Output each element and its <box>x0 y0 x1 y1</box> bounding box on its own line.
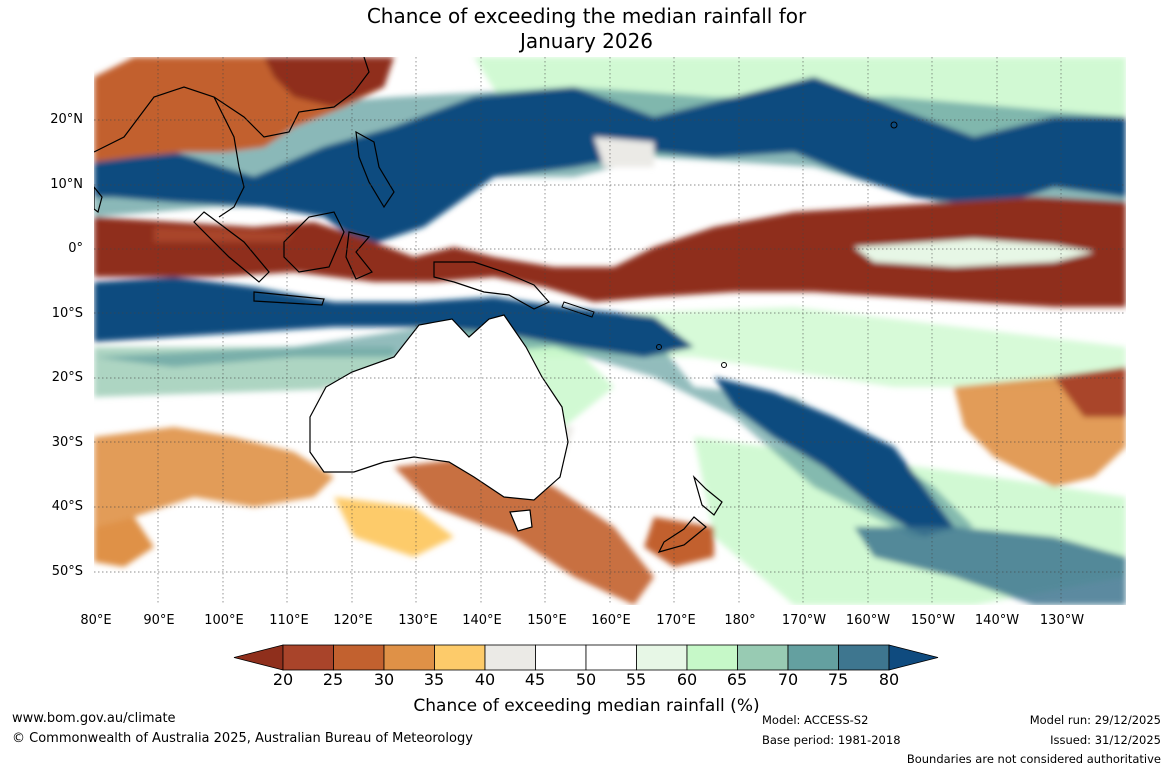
copyright-text: © Commonwealth of Australia 2025, Austra… <box>12 731 473 746</box>
field-patch <box>644 517 714 567</box>
colorbar-25-30 <box>333 644 385 671</box>
colorbar-tick-30: 30 <box>373 670 395 689</box>
lon-label-170w: 170°W <box>781 613 827 628</box>
colorbar-tick-70: 70 <box>777 670 799 689</box>
field-patch <box>594 137 654 167</box>
sulawesi-outline <box>345 231 373 280</box>
philippines-outline <box>355 130 395 209</box>
field-patch <box>854 239 1094 267</box>
malay-peninsula-outline <box>213 96 245 218</box>
lon-label-100e: 100°E <box>204 613 244 628</box>
map-canvas <box>94 57 1126 605</box>
colorbar-65-70 <box>737 644 789 671</box>
colorbar-below-20 <box>233 644 284 671</box>
colorbar-30-35 <box>383 644 435 671</box>
issued-date: Issued: 31/12/2025 <box>1050 733 1161 747</box>
lat-label-10s: 10°S <box>51 306 83 321</box>
sri-lanka-outline <box>94 186 103 214</box>
lon-label-140w: 140°W <box>974 613 1020 628</box>
colorbar-tick-75: 75 <box>827 670 849 689</box>
field-patch <box>394 457 654 605</box>
colorbar-75-80 <box>838 644 890 671</box>
sumatra-outline <box>193 211 270 283</box>
lat-label-40s: 40°S <box>51 499 83 514</box>
colorbar-tick-55: 55 <box>625 670 647 689</box>
colorbar-tick-20: 20 <box>272 670 294 689</box>
lat-label-20s: 20°S <box>51 370 83 385</box>
rainfall-map <box>94 57 1126 605</box>
lon-label-150e: 150°E <box>527 613 567 628</box>
colorbar-45-50 <box>535 644 587 671</box>
colorbar-tick-35: 35 <box>423 670 445 689</box>
model-run-date: Model run: 29/12/2025 <box>1029 713 1161 727</box>
field-patch <box>334 497 454 557</box>
colorbar-above-80 <box>888 644 939 671</box>
field-patch <box>264 57 394 107</box>
colorbar-60-65 <box>686 644 738 671</box>
lon-label-120e: 120°E <box>333 613 373 628</box>
lon-label-180: 180° <box>724 613 756 628</box>
colorbar-tick-45: 45 <box>524 670 546 689</box>
java-outline <box>253 291 325 306</box>
lat-label-50s: 50°S <box>51 564 83 579</box>
colorbar-tick-50: 50 <box>575 670 597 689</box>
field-patch <box>94 517 154 567</box>
title-line-1: Chance of exceeding the median rainfall … <box>366 4 807 28</box>
colorbar-tick-60: 60 <box>676 670 698 689</box>
title-line-2: January 2026 <box>519 29 654 53</box>
website-link[interactable]: www.bom.gov.au/climate <box>12 711 176 726</box>
colorbar-40-45 <box>484 644 536 671</box>
lat-label-0: 0° <box>68 241 83 256</box>
nz-south-island <box>657 516 707 553</box>
lon-label-130e: 130°E <box>398 613 438 628</box>
colorbar-title: Chance of exceeding median rainfall (%) <box>413 696 760 716</box>
lat-label-10n: 10°N <box>50 177 83 192</box>
colorbar-35-40 <box>434 644 486 671</box>
lat-label-20n: 20°N <box>50 112 83 127</box>
field-patch <box>94 77 1126 247</box>
field-patch <box>94 277 694 357</box>
colorbar-tick-80: 80 <box>878 670 900 689</box>
borneo-outline <box>283 211 345 273</box>
field-patch <box>94 197 1126 307</box>
lon-label-130w: 130°W <box>1039 613 1085 628</box>
se-asia-coastline <box>94 57 370 153</box>
model-name: Model: ACCESS-S2 <box>762 713 869 727</box>
colorbar-tick-25: 25 <box>322 670 344 689</box>
lon-label-170e: 170°E <box>656 613 696 628</box>
field-patch <box>714 377 954 537</box>
colorbar <box>233 644 939 671</box>
field-patch <box>154 227 294 242</box>
lon-label-80e: 80°E <box>80 613 112 628</box>
lon-label-140e: 140°E <box>462 613 502 628</box>
colorbar-50-55 <box>585 644 637 671</box>
colorbar-70-75 <box>787 644 839 671</box>
base-period: Base period: 1981-2018 <box>762 733 901 747</box>
field-patch <box>854 527 1126 605</box>
lon-label-160e: 160°E <box>591 613 631 628</box>
colorbar-tick-40: 40 <box>474 670 496 689</box>
hawaii-outline <box>890 121 898 129</box>
map-title: Chance of exceeding the median rainfall … <box>0 4 1173 54</box>
colorbar-20-25 <box>282 644 334 671</box>
lon-label-150w: 150°W <box>910 613 956 628</box>
field-patch <box>1054 367 1126 417</box>
fiji-outline <box>721 362 727 368</box>
vanuatu-outline <box>656 344 662 350</box>
probability-field <box>94 57 1126 605</box>
tasmania-outline <box>509 509 533 532</box>
field-patch <box>94 427 334 527</box>
boundaries-disclaimer: Boundaries are not considered authoritat… <box>906 752 1161 766</box>
solomon-islands-outline <box>561 301 595 318</box>
lon-label-160w: 160°W <box>845 613 891 628</box>
new-guinea-outline <box>433 261 550 310</box>
colorbar-tick-65: 65 <box>726 670 748 689</box>
colorbar-55-60 <box>636 644 688 671</box>
lon-label-90e: 90°E <box>143 613 175 628</box>
nz-north-island <box>692 474 723 516</box>
australia-outline <box>309 314 569 501</box>
lon-label-110e: 110°E <box>269 613 309 628</box>
lat-label-30s: 30°S <box>51 435 83 450</box>
graticule <box>94 57 1126 605</box>
